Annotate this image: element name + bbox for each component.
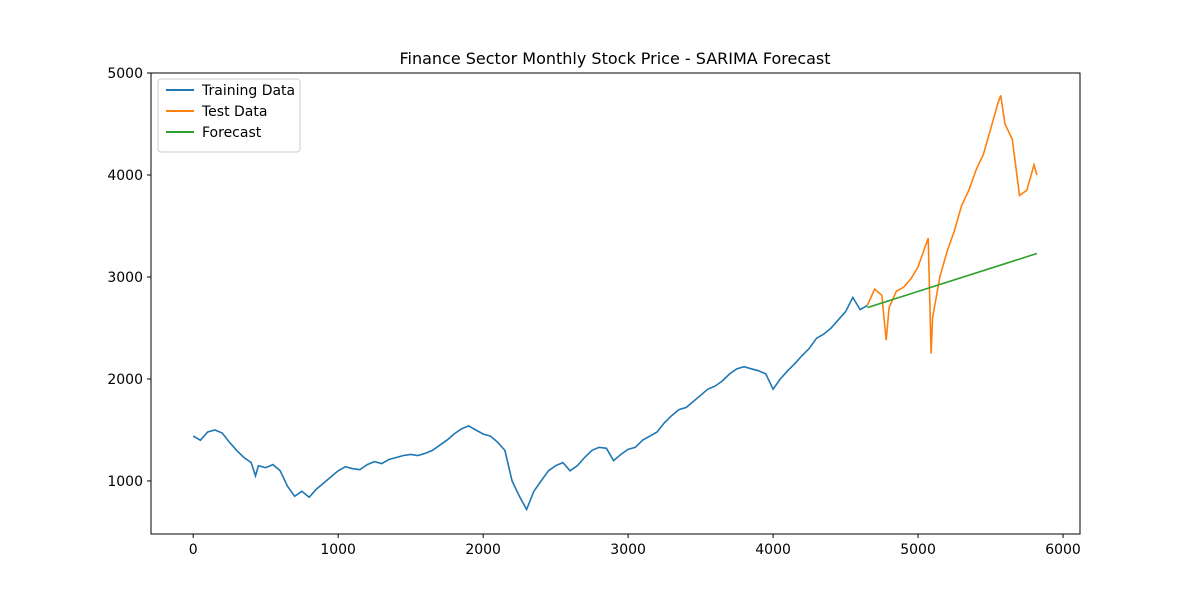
- legend-box: [157, 78, 301, 153]
- line-series: [192, 295, 868, 512]
- plot-frame: [150, 72, 1081, 535]
- y-tick-label: 5000: [107, 66, 143, 82]
- x-tick-label: 4000: [755, 542, 791, 558]
- line-series: [867, 252, 1038, 309]
- y-tick-label: 1000: [107, 474, 143, 490]
- chart-title: Finance Sector Monthly Stock Price - SAR…: [399, 49, 830, 68]
- x-tick-label: 2000: [465, 542, 501, 558]
- y-tick-label: 4000: [107, 168, 143, 184]
- legend-label: Forecast: [202, 125, 262, 141]
- line-series: [866, 95, 1038, 354]
- x-tick-label: 6000: [1045, 542, 1081, 558]
- x-tick-label: 1000: [320, 542, 356, 558]
- x-tick-label: 5000: [900, 542, 936, 558]
- y-tick-label: 3000: [107, 270, 143, 286]
- x-tick-label: 3000: [610, 542, 646, 558]
- y-tick-label: 2000: [107, 372, 143, 388]
- x-tick-label: 0: [189, 542, 198, 558]
- legend-label: Training Data: [201, 83, 295, 99]
- legend-label: Test Data: [201, 104, 267, 120]
